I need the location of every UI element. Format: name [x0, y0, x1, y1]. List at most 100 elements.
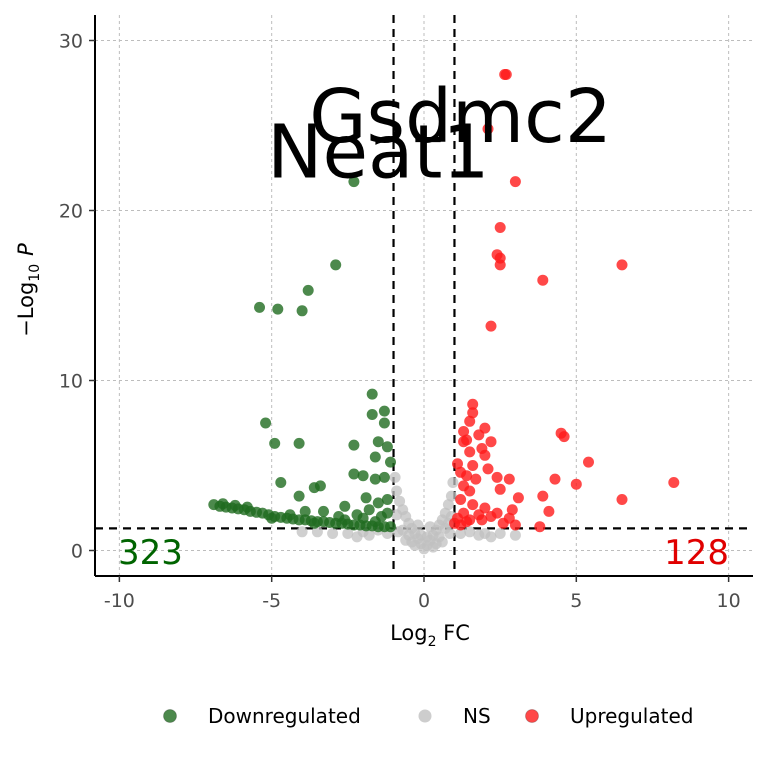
- down-count-label: 323: [118, 533, 183, 573]
- ns-point-36: [406, 536, 418, 548]
- upregulated-point-27: [467, 460, 479, 471]
- data-points: [208, 69, 680, 555]
- upregulated-point-55: [534, 521, 546, 533]
- legend-swatch-upregulated: [525, 709, 539, 723]
- downregulated-point-8: [366, 409, 378, 420]
- legend-label-ns: NS: [463, 704, 491, 728]
- y-axis-title-sub: 10: [27, 264, 43, 282]
- upregulated-point-40: [494, 483, 506, 495]
- downregulated-point-21: [369, 473, 381, 485]
- upregulated-point-37: [668, 477, 680, 488]
- y-axis-title-tail: P: [14, 243, 38, 256]
- ns-point-18: [391, 485, 403, 497]
- downregulated-point-72: [284, 509, 296, 521]
- ns-point-48: [464, 526, 476, 538]
- upregulated-point-21: [485, 436, 497, 448]
- downregulated-point-5: [296, 305, 308, 317]
- legend-label-upregulated: Upregulated: [570, 704, 693, 728]
- downregulated-point-16: [369, 451, 381, 463]
- upregulated-point-7: [494, 259, 506, 271]
- ns-point-30: [412, 519, 424, 531]
- y-axis-title: −Log10 P: [14, 243, 43, 337]
- downregulated-point-66: [339, 514, 351, 526]
- downregulated-point-7: [378, 405, 390, 417]
- downregulated-point-11: [372, 436, 384, 448]
- downregulated-point-24: [308, 482, 320, 494]
- downregulated-point-13: [293, 437, 305, 449]
- y-tick-label-3: 30: [59, 31, 83, 53]
- upregulated-point-18: [558, 431, 570, 443]
- downregulated-point-3: [254, 301, 265, 313]
- x-tick-label-3: 5: [570, 590, 582, 612]
- legend: Downregulated NS Upregulated: [163, 704, 693, 728]
- upregulated-point-32: [491, 471, 503, 483]
- ns-point-32: [397, 524, 409, 536]
- upregulated-point-11: [467, 398, 479, 410]
- upregulated-point-57: [461, 516, 473, 528]
- downregulated-point-6: [366, 388, 378, 400]
- ns-point-47: [363, 529, 375, 541]
- ns-point-50: [494, 528, 506, 539]
- downregulated-point-4: [272, 303, 284, 315]
- downregulated-point-2: [302, 284, 314, 296]
- x-tick-label-4: 10: [717, 590, 741, 612]
- downregulated-point-19: [357, 470, 369, 482]
- ns-point-43: [327, 528, 339, 539]
- upregulated-point-26: [452, 458, 463, 470]
- upregulated-point-58: [491, 507, 503, 519]
- upregulated-point-12: [467, 407, 479, 419]
- downregulated-point-71: [266, 512, 278, 524]
- x-tick-label-2: 0: [418, 590, 430, 612]
- ns-point-20: [389, 471, 401, 483]
- downregulated-point-27: [293, 490, 305, 502]
- y-axis-title-minus: −: [14, 319, 38, 337]
- upregulated-point-4: [494, 222, 506, 233]
- upregulated-point-23: [464, 446, 476, 458]
- upregulated-point-41: [537, 490, 549, 502]
- upregulated-point-46: [543, 505, 555, 517]
- downregulated-point-26: [381, 494, 393, 505]
- upregulated-point-30: [461, 470, 473, 482]
- up-count-label: 128: [664, 533, 729, 573]
- ns-point-52: [455, 528, 467, 539]
- y-tick-label-1: 10: [59, 371, 83, 393]
- downregulated-point-25: [360, 492, 372, 504]
- ns-point-15: [442, 499, 454, 511]
- ns-point-34: [391, 509, 403, 521]
- y-tick-label-0: 0: [71, 541, 83, 563]
- upregulated-point-36: [616, 494, 628, 505]
- upregulated-point-28: [482, 463, 494, 475]
- upregulated-point-61: [503, 512, 515, 524]
- ns-point-29: [424, 521, 436, 533]
- x-tick-label-0: -10: [104, 590, 135, 612]
- upregulated-point-43: [455, 494, 467, 505]
- upregulated-point-42: [512, 492, 524, 504]
- downregulated-point-14: [348, 439, 360, 451]
- downregulated-point-18: [348, 468, 360, 480]
- gene-label-neat1: Neat1: [267, 110, 489, 196]
- upregulated-point-39: [464, 485, 476, 497]
- ns-point-55: [485, 531, 497, 543]
- upregulated-point-33: [503, 473, 515, 485]
- upregulated-point-3: [509, 176, 521, 188]
- downregulated-point-1: [330, 259, 342, 271]
- downregulated-point-68: [217, 498, 229, 510]
- legend-swatch-downregulated: [163, 709, 177, 723]
- upregulated-point-15: [458, 426, 470, 437]
- upregulated-point-59: [476, 514, 488, 526]
- upregulated-point-13: [464, 415, 476, 427]
- ns-point-51: [509, 529, 521, 541]
- downregulated-point-28: [339, 500, 351, 512]
- grid-lines: [95, 15, 753, 576]
- upregulated-point-20: [458, 436, 470, 448]
- ns-point-53: [473, 529, 485, 541]
- downregulated-point-12: [269, 437, 281, 449]
- ns-point-16: [394, 495, 406, 507]
- downregulated-point-17: [385, 456, 396, 468]
- downregulated-point-0: [348, 176, 360, 188]
- downregulated-point-60: [318, 505, 329, 517]
- ns-point-17: [445, 490, 457, 502]
- legend-label-downregulated: Downregulated: [208, 704, 361, 728]
- ns-point-45: [296, 526, 308, 538]
